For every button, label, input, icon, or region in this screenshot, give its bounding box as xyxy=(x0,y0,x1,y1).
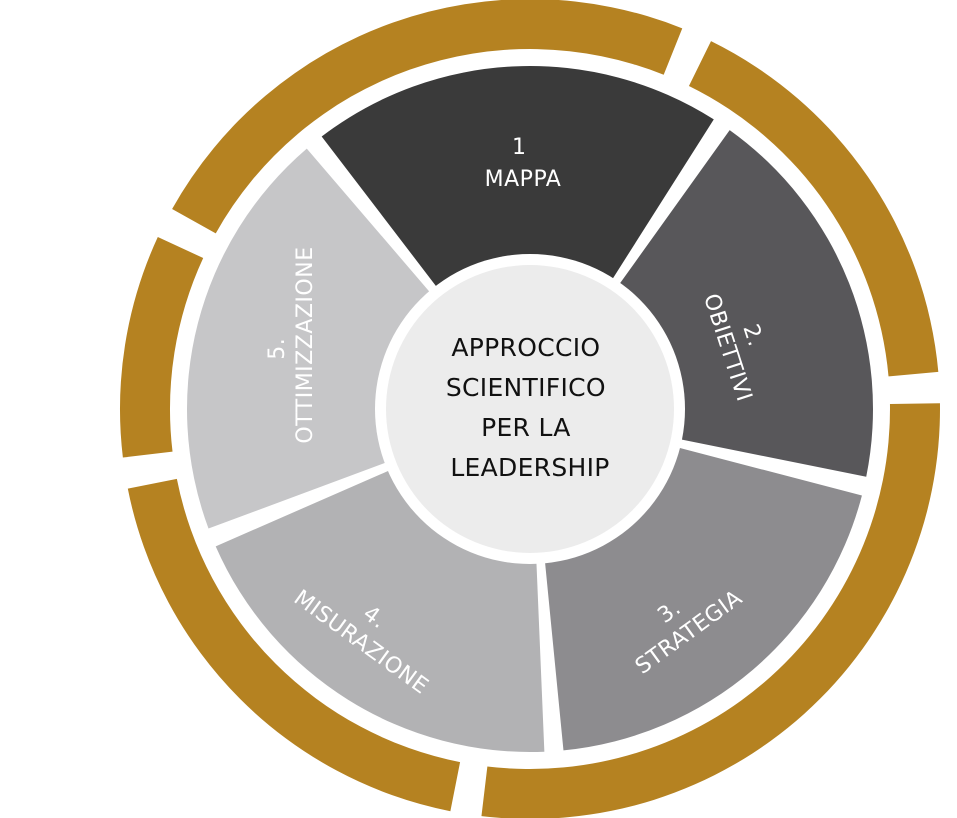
segment-text-1: MAPPA xyxy=(485,167,562,192)
center-line-3: PER LA xyxy=(481,413,571,442)
ring-arc-2 xyxy=(481,403,940,818)
segment-ottimizzazione xyxy=(186,148,433,529)
ring-arc-5 xyxy=(172,0,683,234)
center-label: APPROCCIO SCIENTIFICO PER LA LEADERSHIP xyxy=(446,333,614,482)
svg-text:1 MAPPA: 1 MAPPA xyxy=(485,135,562,192)
center-line-4: LEADERSHIP xyxy=(450,453,609,482)
segments xyxy=(186,66,873,753)
ring-arc-3 xyxy=(127,478,461,812)
outer-ring xyxy=(119,0,940,818)
center-disc xyxy=(386,265,674,553)
ring-arc-4 xyxy=(119,237,204,458)
segment-label-ottimizzazione: 5. OTTIMIZZAZIONE xyxy=(265,246,318,443)
center-line-1: APPROCCIO xyxy=(451,333,600,362)
ring-arc-1 xyxy=(688,41,939,377)
segment-strategia xyxy=(544,446,862,751)
segment-misurazione xyxy=(215,469,545,753)
segment-label-mappa: 1 MAPPA xyxy=(485,135,562,192)
segment-number-5: 5. xyxy=(265,338,290,360)
center-line-2: SCIENTIFICO xyxy=(446,373,606,402)
svg-text:5. OTTIMIZZAZIONE: 5. OTTIMIZZAZIONE xyxy=(265,246,318,443)
segment-text-5: OTTIMIZZAZIONE xyxy=(293,246,318,443)
segment-number-1: 1 xyxy=(512,135,527,160)
segment-mappa xyxy=(321,66,714,290)
